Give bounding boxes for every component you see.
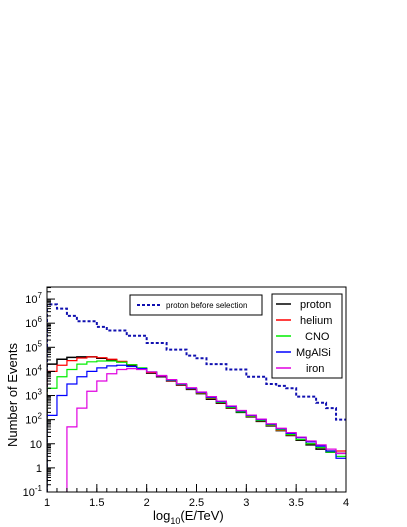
series-iron (47, 368, 346, 492)
plot-area (47, 303, 346, 492)
y-tick-label: 10 (30, 439, 42, 451)
legend-label-iron: iron (306, 363, 324, 375)
x-axis-label-rest: (E/TeV) (180, 508, 223, 523)
legend-label-proton: proton (300, 299, 331, 311)
y-tick-label: 1 (36, 463, 42, 475)
legend-label-mgalsi: MgAlSi (296, 347, 331, 359)
y-axis-label: Number of Events (5, 342, 20, 447)
x-tick-label: 2.5 (189, 497, 204, 509)
legend-label-cno: CNO (305, 331, 330, 343)
y-tick-label: 103 (25, 388, 42, 403)
x-tick-label: 3 (243, 497, 249, 509)
legend-top-box (129, 294, 263, 316)
x-tick-label: 3.5 (289, 497, 304, 509)
legend-right: proton helium CNO MgAlSi iron (271, 293, 343, 379)
x-axis-label: log10(E/TeV) (153, 508, 224, 526)
x-tick-label: 1 (44, 497, 50, 509)
legend-label-proton-before-selection: proton before selection (166, 301, 247, 310)
series-mgalsi (47, 364, 346, 492)
y-tick-label: 104 (25, 363, 42, 378)
y-tick-label: 10-1 (23, 484, 43, 499)
x-tick-label: 2 (144, 497, 150, 509)
y-tick-label: 105 (25, 339, 42, 354)
y-tick-label: 107 (25, 291, 42, 306)
x-axis-label-main: log (153, 508, 170, 523)
x-axis-label-sub: 10 (170, 516, 180, 526)
legend-top: proton before selection (129, 294, 263, 316)
legend-label-helium: helium (300, 315, 332, 327)
x-tick-label: 4 (343, 497, 349, 509)
x-tick-label: 1.5 (89, 497, 104, 509)
y-tick-label: 102 (25, 412, 42, 427)
series-cno (47, 360, 346, 492)
y-tick-label: 106 (25, 315, 42, 330)
